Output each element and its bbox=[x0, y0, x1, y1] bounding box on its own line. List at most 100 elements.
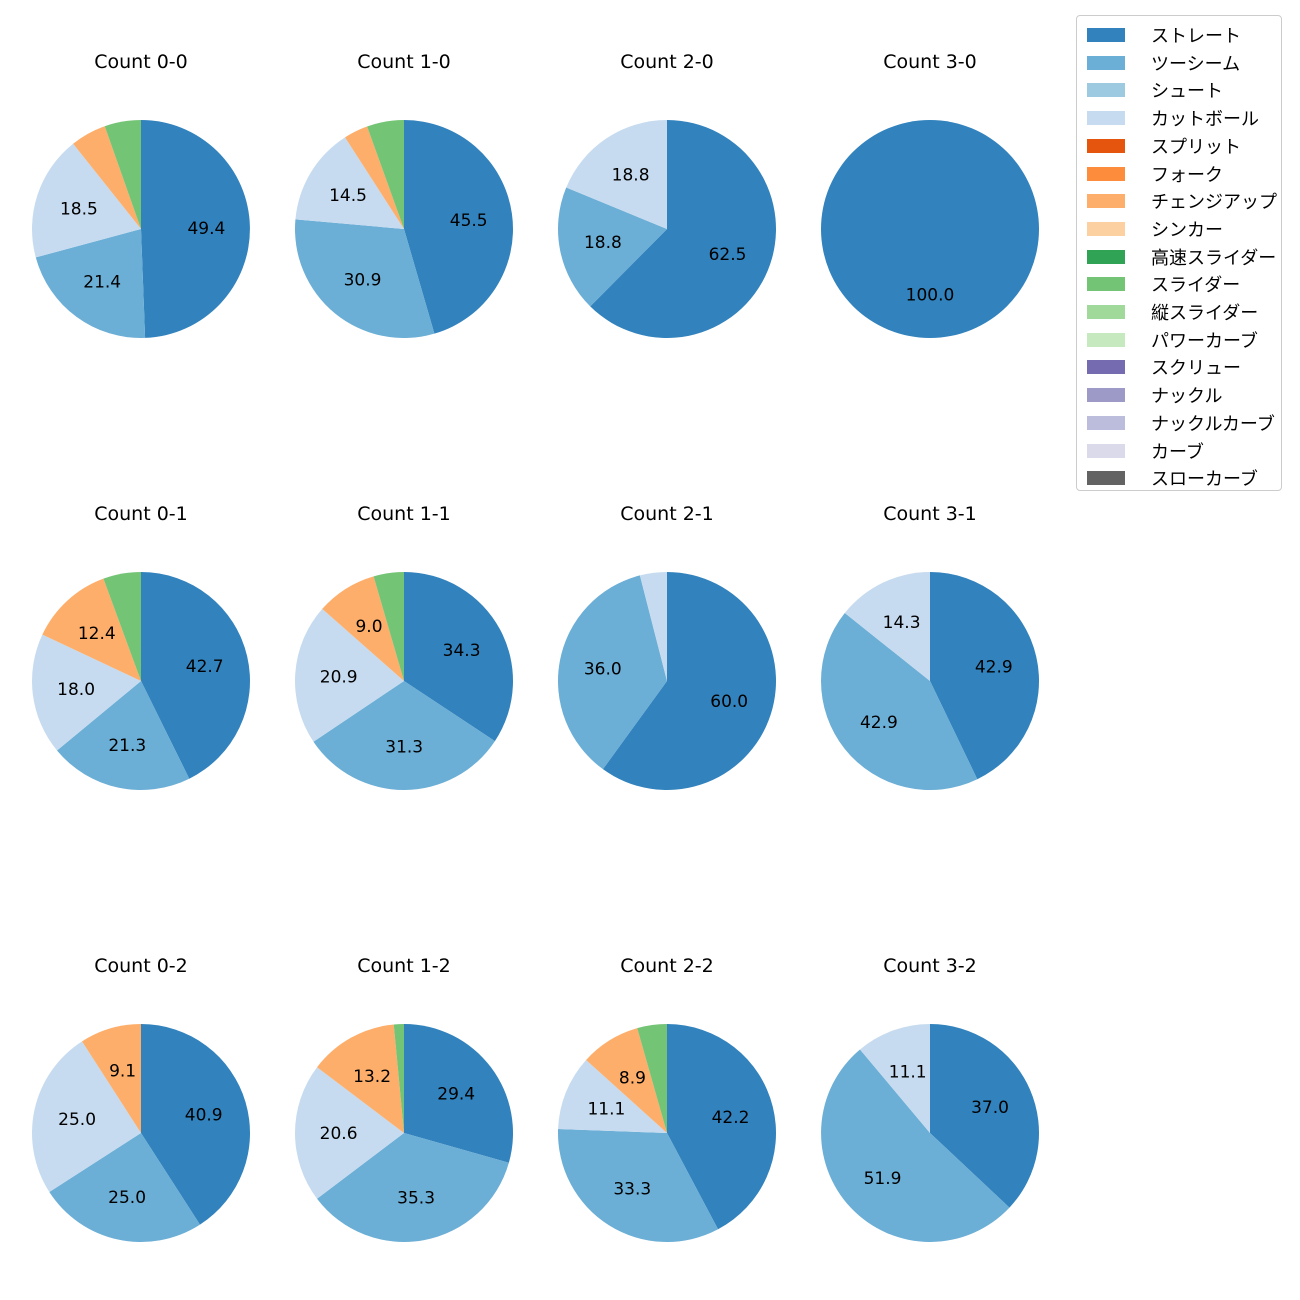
pie-slice bbox=[637, 1024, 667, 1133]
legend-label: シンカー bbox=[1151, 219, 1223, 241]
pie-slice bbox=[590, 120, 776, 338]
pie-slice bbox=[930, 1024, 1040, 1208]
legend-swatch bbox=[1087, 166, 1125, 181]
pie-slice bbox=[294, 1067, 404, 1199]
pie-title: Count 3-0 bbox=[883, 51, 977, 73]
slice-label: 36.0 bbox=[584, 660, 622, 680]
legend-label: カットボール bbox=[1151, 109, 1259, 131]
pie-slice bbox=[404, 1024, 513, 1163]
slice-label: 13.2 bbox=[353, 1067, 391, 1087]
legend-swatch bbox=[1087, 277, 1125, 292]
pie-slice bbox=[295, 137, 404, 229]
pie-title: Count 1-2 bbox=[357, 955, 451, 977]
slice-label: 18.8 bbox=[584, 233, 622, 253]
slice-label: 14.3 bbox=[883, 613, 921, 633]
slice-label: 18.0 bbox=[57, 680, 95, 700]
slice-label: 18.8 bbox=[612, 166, 650, 186]
legend-item: スライダー bbox=[1087, 274, 1241, 297]
pie-title: Count 1-0 bbox=[357, 51, 451, 73]
legend-label: ナックルカーブ bbox=[1151, 413, 1275, 435]
slice-label: 20.9 bbox=[320, 668, 358, 688]
legend-label: カーブ bbox=[1151, 441, 1204, 463]
pie-slice bbox=[586, 1028, 667, 1133]
slice-label: 20.6 bbox=[320, 1124, 358, 1144]
legend-swatch bbox=[1087, 83, 1125, 98]
pie-title: Count 2-2 bbox=[620, 955, 714, 977]
legend-label: ツーシーム bbox=[1151, 53, 1241, 75]
legend-item: シュート bbox=[1087, 80, 1223, 103]
pie-slice bbox=[31, 634, 141, 751]
pie-slice bbox=[104, 119, 141, 229]
pie-slice bbox=[557, 575, 667, 770]
legend-swatch bbox=[1087, 111, 1125, 126]
pie-slice bbox=[667, 1024, 777, 1230]
legend-item: スローカーブ bbox=[1087, 468, 1258, 491]
pie-count-0-2: Count 0-2 40.9 25.0 25.0 9.1 bbox=[32, 955, 250, 1242]
legend-swatch bbox=[1087, 221, 1125, 236]
pie-slice bbox=[82, 1024, 141, 1133]
slice-label: 34.3 bbox=[443, 641, 481, 661]
pie-slice bbox=[57, 681, 190, 790]
pie-slice bbox=[42, 578, 142, 681]
pie-slice bbox=[602, 572, 777, 791]
pie-slice bbox=[844, 572, 930, 681]
slice-label: 40.9 bbox=[185, 1106, 223, 1126]
legend-swatch bbox=[1087, 388, 1125, 403]
slice-label: 100.0 bbox=[906, 285, 955, 305]
legend-label: 高速スライダー bbox=[1151, 247, 1277, 269]
legend-swatch bbox=[1087, 443, 1125, 458]
legend-item: 高速スライダー bbox=[1087, 247, 1277, 269]
legend-label: シュート bbox=[1151, 81, 1223, 103]
pie-count-3-0: Count 3-0 100.0 bbox=[821, 51, 1039, 338]
pie-slice bbox=[317, 1024, 404, 1133]
legend: ストレート ツーシーム シュート カットボール スプリット フォーク チェンジアップ シンカー… bbox=[1076, 15, 1282, 491]
legend-label: スライダー bbox=[1151, 275, 1241, 297]
legend-swatch bbox=[1087, 332, 1125, 347]
legend-swatch bbox=[1087, 471, 1125, 486]
pie-count-1-1: Count 1-1 34.3 31.3 20.9 9.0 bbox=[295, 503, 513, 790]
pie-slice bbox=[103, 572, 141, 681]
pie-slice bbox=[373, 572, 404, 681]
pie-slice bbox=[317, 1133, 509, 1242]
legend-swatch bbox=[1087, 138, 1125, 153]
pie-count-3-1: Count 3-1 42.9 42.9 14.3 bbox=[820, 503, 1040, 791]
legend-item: 縦スライダー bbox=[1087, 302, 1258, 324]
pie-slice bbox=[557, 1129, 719, 1243]
slice-label: 30.9 bbox=[344, 271, 382, 291]
pie-count-2-0: Count 2-0 62.5 18.8 18.8 bbox=[558, 51, 776, 338]
pie-slice bbox=[859, 1024, 930, 1133]
legend-swatch bbox=[1087, 415, 1125, 430]
pie-slice bbox=[367, 120, 404, 229]
pie-title: Count 0-0 bbox=[94, 51, 188, 73]
pie-slice bbox=[404, 572, 513, 742]
pie-slice bbox=[393, 1023, 404, 1133]
slice-label: 11.1 bbox=[587, 1099, 625, 1119]
pie-slice bbox=[294, 219, 435, 338]
pie-slice bbox=[558, 1059, 667, 1133]
legend-item: チェンジアップ bbox=[1087, 191, 1277, 214]
pie-slice bbox=[49, 1133, 200, 1242]
pie-count-0-0: Count 0-0 49.4 21.4 18.5 bbox=[31, 51, 250, 338]
legend-item: スプリット bbox=[1087, 136, 1241, 158]
pie-title: Count 0-1 bbox=[94, 503, 188, 525]
slice-label: 42.9 bbox=[860, 713, 898, 733]
pie-slice bbox=[404, 120, 513, 334]
slice-label: 49.4 bbox=[187, 219, 225, 239]
slice-label: 25.0 bbox=[108, 1188, 146, 1208]
pie-slice bbox=[35, 229, 146, 338]
legend-swatch bbox=[1087, 194, 1125, 209]
slice-label: 9.1 bbox=[109, 1061, 136, 1081]
pie-slice bbox=[141, 1024, 250, 1225]
slice-label: 14.5 bbox=[329, 186, 367, 206]
legend-label: スローカーブ bbox=[1151, 469, 1258, 491]
legend-label: スクリュー bbox=[1151, 358, 1241, 380]
slice-label: 9.0 bbox=[355, 617, 382, 637]
slice-label: 62.5 bbox=[709, 245, 747, 265]
slice-label: 33.3 bbox=[613, 1179, 651, 1199]
pie-count-2-1: Count 2-1 60.0 36.0 bbox=[557, 503, 777, 791]
pie-slice bbox=[820, 613, 978, 791]
pie-title: Count 3-2 bbox=[883, 955, 977, 977]
legend-label: チェンジアップ bbox=[1151, 192, 1277, 214]
legend-item: カットボール bbox=[1087, 108, 1259, 131]
